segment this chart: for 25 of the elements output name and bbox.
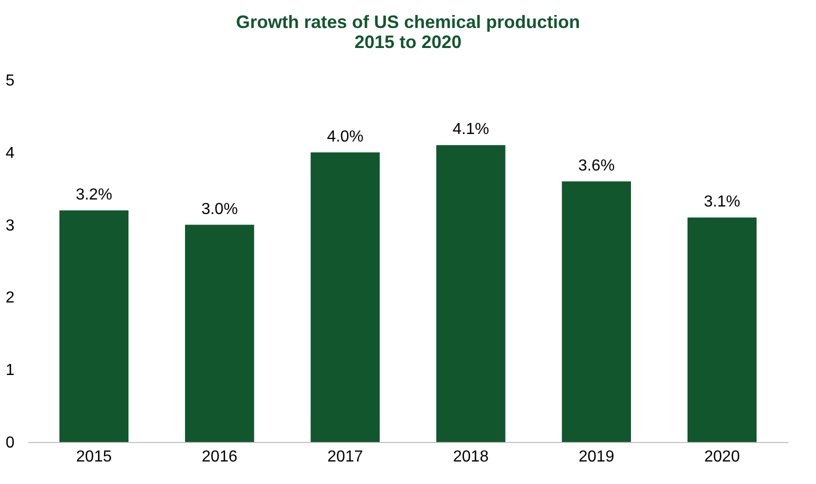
bar [688,218,757,442]
bar [59,210,128,442]
data-label: 3.1% [704,194,740,211]
y-tick-label: 2 [6,290,15,307]
bar [562,181,631,442]
data-label: 3.6% [578,157,615,174]
x-tick-label: 2015 [76,448,112,466]
data-label: 3.0% [201,200,238,218]
x-tick-label: 2018 [453,448,489,466]
bar [436,145,506,442]
y-tick-label: 1 [6,362,15,380]
x-tick-label: 2016 [202,448,238,466]
data-label: 4.1% [452,121,490,138]
bar [185,224,254,442]
y-tick-label: 4 [6,144,15,162]
y-tick-label: 0 [6,434,15,452]
y-tick-label: 3 [6,217,15,234]
bar [310,152,380,442]
chart-title: Growth rates of US chemical production 2015 to 2020 [236,12,580,52]
data-label: 3.2% [76,186,112,204]
x-tick-label: 2020 [704,448,740,466]
x-tick-label: 2019 [578,448,614,466]
data-label: 4.0% [326,128,364,146]
y-tick-label: 5 [6,72,15,90]
x-tick-label: 2017 [327,448,364,466]
